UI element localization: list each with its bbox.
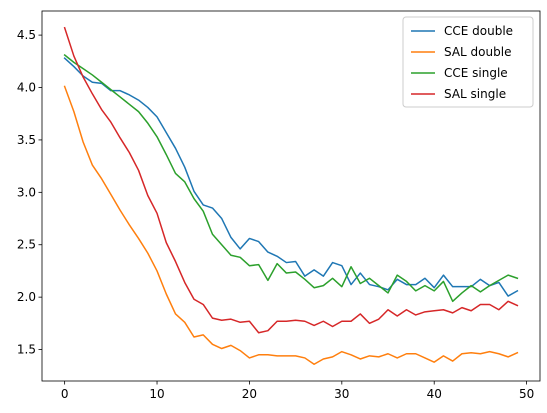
axes: 0 10 20 30 40 50 1.5 2.0 2.5 3.0 3.5 4.0 4.5: [17, 10, 541, 401]
legend: CCE double SAL double CCE single SAL single: [402, 16, 534, 108]
legend-box: [402, 16, 534, 108]
y-tick-label: 3.0: [17, 185, 36, 199]
x-tick-label: 50: [519, 387, 534, 401]
plot-area: [63, 26, 519, 365]
y-tick-label: 1.5: [17, 343, 36, 357]
series-line-cce-double: [63, 57, 519, 297]
x-tick-label: 30: [334, 387, 349, 401]
x-tick-label: 20: [242, 387, 257, 401]
y-tick-label: 4.0: [17, 81, 36, 95]
legend-label: CCE double: [444, 24, 513, 38]
y-tick-label: 2.5: [17, 238, 36, 252]
legend-label: SAL double: [444, 45, 511, 59]
series-line-cce-single: [63, 53, 519, 303]
series-line-sal-double: [63, 85, 519, 365]
legend-label: CCE single: [444, 66, 508, 80]
x-tick-label: 10: [149, 387, 164, 401]
x-tick-label: 40: [427, 387, 442, 401]
x-tick-label: 0: [61, 387, 69, 401]
series-line-sal-single: [63, 26, 519, 334]
axes-frame: [41, 10, 541, 382]
y-tick-label: 4.5: [17, 28, 36, 42]
y-tick-label: 2.0: [17, 290, 36, 304]
legend-label: SAL single: [444, 87, 506, 101]
y-tick-label: 3.5: [17, 133, 36, 147]
